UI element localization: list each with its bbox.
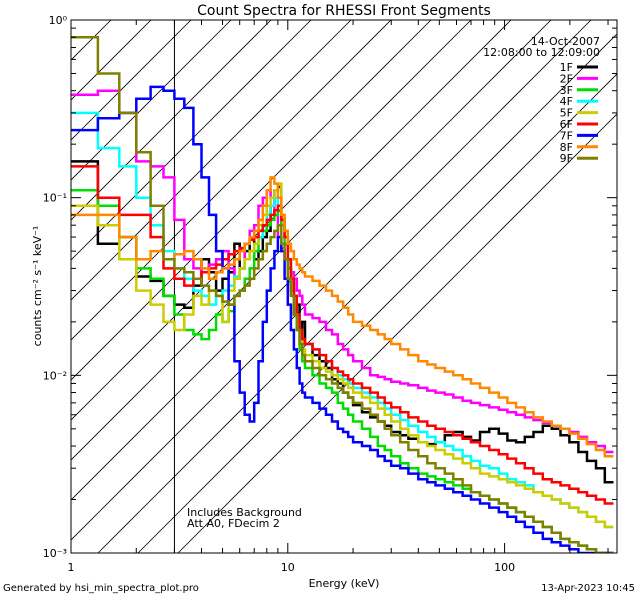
legend-label-6F: 6F: [560, 118, 573, 131]
y-tick-label: 10⁻³: [43, 547, 67, 560]
hatch-line: [177, 113, 617, 553]
series-6F: [71, 165, 614, 505]
date-label: 14-Oct-2007: [531, 35, 600, 48]
chart-title: Count Spectra for RHESSI Front Segments: [197, 3, 491, 19]
series-4F: [71, 111, 614, 529]
legend-label-1F: 1F: [560, 61, 573, 74]
annotation-attenuator: Att A0, FDecim 2: [187, 517, 280, 530]
legend-label-8F: 8F: [560, 141, 573, 154]
y-tick-label: 10⁰: [49, 14, 68, 27]
hatch-line: [71, 20, 112, 61]
hatch-line: [71, 20, 152, 101]
hatch-line: [97, 33, 617, 553]
hatch-line: [71, 20, 232, 181]
hatch-line: [71, 20, 272, 221]
legend-label-2F: 2F: [560, 72, 573, 85]
hatch-line: [71, 20, 552, 501]
series-9F: [71, 35, 614, 553]
hatch-line: [71, 20, 312, 261]
series-5F: [71, 182, 614, 529]
series-1F: [71, 160, 614, 484]
legend-label-3F: 3F: [560, 84, 573, 97]
x-tick-label: 10: [281, 561, 295, 574]
legend-label-9F: 9F: [560, 152, 573, 165]
legend-label-4F: 4F: [560, 95, 573, 108]
y-tick-label: 10⁻²: [43, 369, 67, 382]
series-2F: [71, 89, 614, 454]
x-axis-label: Energy (keV): [309, 577, 380, 590]
footer-timestamp: 13-Apr-2023 10:45: [541, 583, 635, 594]
annotation-background: Includes Background: [187, 506, 302, 519]
legend-label-5F: 5F: [560, 107, 573, 120]
hatch-line: [71, 20, 192, 141]
hatch-line: [137, 73, 617, 553]
x-tick-label: 1: [68, 561, 75, 574]
hatch-line: [71, 20, 512, 461]
y-tick-label: 10⁻¹: [43, 192, 67, 205]
legend-label-7F: 7F: [560, 129, 573, 142]
plot-frame: [70, 19, 618, 554]
generated-by-label: Generated by hsi_min_spectra_plot.pro: [3, 583, 199, 594]
series-7F: [71, 85, 614, 553]
hatch-line: [71, 20, 352, 301]
time-range-label: 12:08:00 to 12:09:00: [483, 46, 600, 59]
series-8F: [71, 176, 614, 458]
hatch-line: [71, 20, 392, 341]
x-tick-label: 100: [494, 561, 515, 574]
y-axis-label: counts cm⁻² s⁻¹ keV⁻¹: [31, 226, 44, 347]
